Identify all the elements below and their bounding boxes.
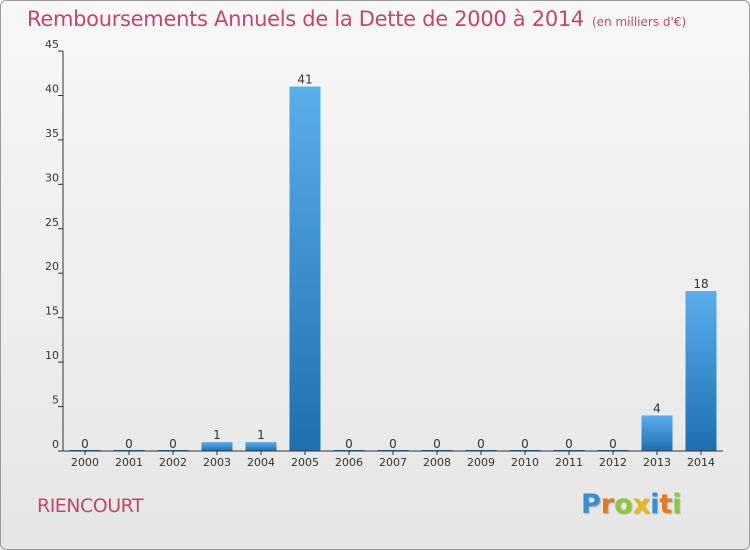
proxiti-logo: Proxiti — [581, 489, 682, 520]
chart-unit: (en milliers d'€) — [592, 15, 687, 29]
bar-2013 — [641, 415, 673, 451]
logo-letter: r — [600, 489, 615, 520]
bar-2014 — [685, 291, 717, 451]
logo-letter: o — [614, 489, 633, 520]
x-tick-label-2003: 2003 — [203, 456, 231, 469]
x-tick-label-2013: 2013 — [643, 456, 671, 469]
data-label-2007: 0 — [389, 437, 397, 451]
data-label-2013: 4 — [653, 401, 661, 415]
data-label-2012: 0 — [609, 437, 617, 451]
x-tick-label-2010: 2010 — [511, 456, 539, 469]
data-label-2001: 0 — [125, 437, 133, 451]
y-tick-label: 20 — [45, 260, 59, 273]
x-tick-label-2008: 2008 — [423, 456, 451, 469]
bar-2005 — [289, 86, 321, 452]
x-tick-label-2011: 2011 — [555, 456, 583, 469]
y-tick-label: 25 — [45, 216, 59, 229]
data-label-2010: 0 — [521, 437, 529, 451]
data-label-2004: 1 — [257, 428, 265, 442]
logo-letter: i — [672, 489, 682, 520]
data-label-2011: 0 — [565, 437, 573, 451]
y-tick-label: 5 — [52, 394, 59, 407]
y-tick-label: 40 — [45, 82, 59, 95]
chart-title-text: Remboursements Annuels de la Dette de 20… — [27, 7, 584, 31]
logo-letter: P — [581, 489, 601, 520]
chart-title: Remboursements Annuels de la Dette de 20… — [27, 7, 686, 31]
bars: 0 0 0 1 1 41 0 0 0 0 0 0 0 4 18 — [69, 73, 717, 452]
data-label-2006: 0 — [345, 437, 353, 451]
y-tick-label: 15 — [45, 305, 59, 318]
x-tick-label-2005: 2005 — [291, 456, 319, 469]
data-label-2008: 0 — [433, 437, 441, 451]
logo-letter: t — [659, 489, 673, 520]
x-tick-label-2001: 2001 — [115, 456, 143, 469]
x-tick-label-2000: 2000 — [71, 456, 99, 469]
data-label-2003: 1 — [213, 428, 221, 442]
logo-letter: i — [650, 489, 660, 520]
x-tick-label-2007: 2007 — [379, 456, 407, 469]
data-label-2014: 18 — [693, 277, 708, 291]
y-axis: 0 5 10 15 20 25 30 35 40 45 — [45, 38, 64, 452]
y-tick-label: 35 — [45, 127, 59, 140]
y-tick-label: 0 — [52, 438, 59, 451]
data-label-2009: 0 — [477, 437, 485, 451]
y-tick-label: 10 — [45, 349, 59, 362]
x-tick-label-2006: 2006 — [335, 456, 363, 469]
y-tick-label: 30 — [45, 171, 59, 184]
data-label-2005: 41 — [297, 73, 312, 87]
x-tick-label-2004: 2004 — [247, 456, 275, 469]
logo-letter: x — [632, 489, 651, 520]
commune-name: RIENCOURT — [37, 495, 144, 517]
x-tick-label-2002: 2002 — [159, 456, 187, 469]
bar-2003 — [201, 442, 233, 451]
y-tick-label: 45 — [45, 38, 59, 51]
bar-2004 — [245, 442, 277, 451]
x-tick-label-2012: 2012 — [599, 456, 627, 469]
data-label-2000: 0 — [81, 437, 89, 451]
data-label-2002: 0 — [169, 437, 177, 451]
x-tick-label-2009: 2009 — [467, 456, 495, 469]
x-axis: 2000 2001 2002 2003 2004 2005 2006 2007 2008 2009… — [63, 450, 723, 469]
x-tick-label-2014: 2014 — [687, 456, 715, 469]
